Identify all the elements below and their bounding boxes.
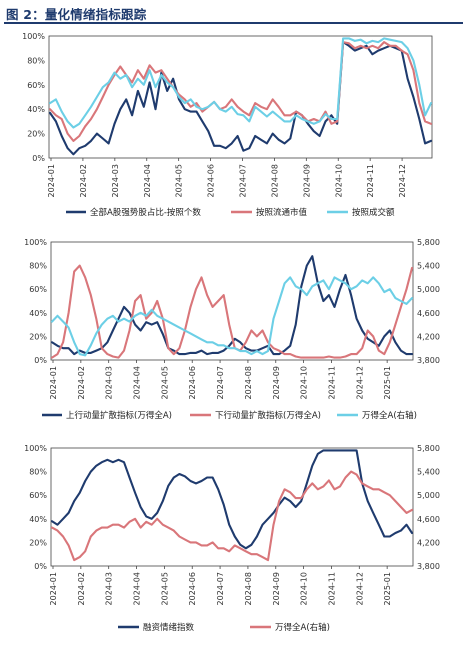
chart-3-frame xyxy=(50,447,414,567)
legend-label: 下行动量扩散指标(万得全A) xyxy=(215,410,321,421)
legend-label: 按照流通市值 xyxy=(256,207,308,218)
x-tick-label: 2024-04 xyxy=(133,572,142,605)
y-tick-label: 40% xyxy=(29,515,47,524)
y2-tick-label: 3,800 xyxy=(417,356,440,365)
y-tick-label: 100% xyxy=(22,32,45,41)
legend-label: 全部A股强势股占比-按照个数 xyxy=(90,207,201,218)
chart-1-series-2-line xyxy=(48,41,433,142)
chart-3-series-2-line xyxy=(50,470,414,562)
x-tick-label: 2024-05 xyxy=(160,572,169,605)
y-tick-label: 60% xyxy=(29,491,47,500)
x-tick-label: 2025-01 xyxy=(383,572,392,605)
x-tick-label: 2024-06 xyxy=(188,366,197,399)
x-tick-label: 2024-12 xyxy=(355,572,364,605)
chart-2-frame xyxy=(50,241,414,361)
x-tick-label: 2024-01 xyxy=(47,164,56,197)
x-tick-label: 2024-11 xyxy=(327,366,336,399)
y-tick-label: 40% xyxy=(29,309,47,318)
x-tick-label: 2024-10 xyxy=(300,366,309,399)
x-tick-label: 2024-06 xyxy=(207,164,216,197)
y2-tick-label: 4,200 xyxy=(417,538,440,547)
x-tick-label: 2024-02 xyxy=(79,164,88,197)
x-tick-label: 2024-02 xyxy=(77,366,86,399)
legend-label: 按照成交额 xyxy=(352,207,395,218)
x-tick-label: 2024-03 xyxy=(105,572,114,605)
y-tick-label: 20% xyxy=(29,538,47,547)
x-tick-label: 2024-03 xyxy=(105,366,114,399)
x-tick-label: 2024-03 xyxy=(111,164,120,197)
x-tick-label: 2024-07 xyxy=(239,164,248,197)
x-tick-label: 2024-12 xyxy=(398,164,407,197)
x-tick-label: 2024-07 xyxy=(216,366,225,399)
x-tick-label: 2024-04 xyxy=(133,366,142,399)
x-tick-label: 2024-08 xyxy=(244,366,253,399)
legend-label: 上行动量扩散指标(万得全A) xyxy=(66,410,172,421)
x-tick-label: 2025-01 xyxy=(383,366,392,399)
chart-2-series-2-line xyxy=(50,264,414,359)
title-divider xyxy=(4,22,463,24)
y-tick-label: 0% xyxy=(34,562,47,571)
y2-tick-label: 5,800 xyxy=(417,444,440,453)
x-tick-label: 2024-05 xyxy=(175,164,184,197)
x-tick-label: 2024-10 xyxy=(334,164,343,197)
y2-tick-label: 5,000 xyxy=(417,491,440,500)
y2-tick-label: 4,600 xyxy=(417,309,440,318)
y-tick-label: 60% xyxy=(27,81,45,90)
x-tick-label: 2024-11 xyxy=(327,572,336,605)
y-tick-label: 20% xyxy=(27,130,45,139)
y2-tick-label: 4,600 xyxy=(417,515,440,524)
figure-title: 图 2：量化情绪指标跟踪 xyxy=(6,7,147,22)
y-tick-label: 100% xyxy=(24,444,47,453)
x-tick-label: 2024-09 xyxy=(302,164,311,197)
y2-tick-label: 4,200 xyxy=(417,332,440,341)
y-tick-label: 40% xyxy=(27,105,45,114)
chart-1-series-1-line xyxy=(48,41,433,156)
x-tick-label: 2024-08 xyxy=(244,572,253,605)
x-tick-label: 2024-02 xyxy=(77,572,86,605)
x-tick-label: 2024-11 xyxy=(366,164,375,197)
legend-label: 万得全A(右轴) xyxy=(362,410,417,421)
legend-label: 万得全A(右轴) xyxy=(275,622,330,633)
y-tick-label: 80% xyxy=(27,56,45,65)
y-tick-label: 0% xyxy=(34,356,47,365)
y2-tick-label: 3,800 xyxy=(417,562,440,571)
x-tick-label: 2024-01 xyxy=(49,572,58,605)
y2-tick-label: 5,000 xyxy=(417,285,440,294)
x-tick-label: 2024-10 xyxy=(300,572,309,605)
x-tick-label: 2024-09 xyxy=(272,572,281,605)
chart-2-series-1-line xyxy=(50,255,414,356)
x-tick-label: 2024-09 xyxy=(272,366,281,399)
legend-label: 融资情绪指数 xyxy=(143,622,195,633)
chart-3-series-1-line xyxy=(50,449,414,550)
x-tick-label: 2024-06 xyxy=(188,572,197,605)
y2-tick-label: 5,400 xyxy=(417,262,440,271)
x-tick-label: 2024-01 xyxy=(49,366,58,399)
y-tick-label: 20% xyxy=(29,332,47,341)
x-tick-label: 2024-07 xyxy=(216,572,225,605)
chart-1-frame xyxy=(48,35,433,159)
y-tick-label: 100% xyxy=(24,238,47,247)
chart-1-series-3-line xyxy=(48,37,433,129)
x-tick-label: 2024-08 xyxy=(270,164,279,197)
x-tick-label: 2024-04 xyxy=(143,164,152,197)
y-tick-label: 0% xyxy=(32,154,45,163)
y-tick-label: 60% xyxy=(29,285,47,294)
x-tick-label: 2024-12 xyxy=(355,366,364,399)
x-tick-label: 2024-05 xyxy=(160,366,169,399)
y2-tick-label: 5,800 xyxy=(417,238,440,247)
y2-tick-label: 5,400 xyxy=(417,468,440,477)
y-tick-label: 80% xyxy=(29,262,47,271)
y-tick-label: 80% xyxy=(29,468,47,477)
chart-2-series-3-line xyxy=(50,276,414,357)
